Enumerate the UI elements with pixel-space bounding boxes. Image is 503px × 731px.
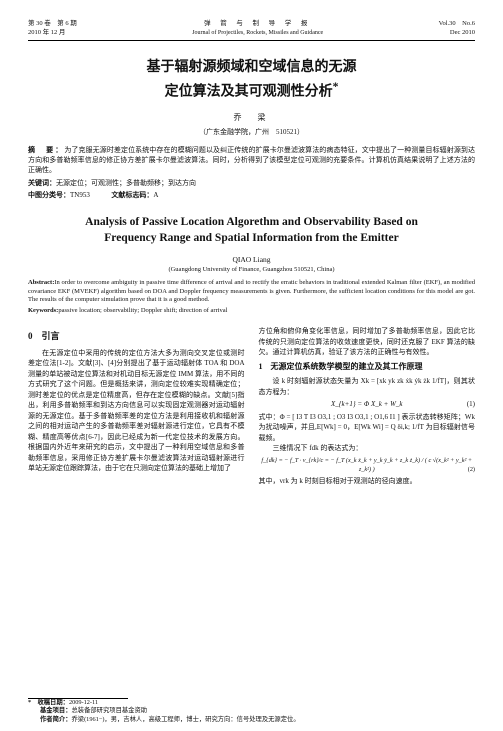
affiliation-cn: （广东金融学院，广州 510521） bbox=[28, 127, 475, 137]
doccode-value: A bbox=[153, 191, 158, 199]
clc-label: 中图分类号： bbox=[28, 191, 70, 199]
clc-value: TN953 bbox=[70, 191, 90, 199]
section-0-para-1: 在无源定位中采用的传统的定位方法大多为测向交叉定位或测时差定位法[1-2]。文献… bbox=[28, 348, 245, 474]
page: 第 30 卷 第 6 期 2010 年 12 月 弹 箭 与 制 导 学 报 J… bbox=[0, 0, 503, 731]
section-1-para-c: 三维情况下 fdk 的表达式为： bbox=[259, 443, 476, 454]
footnotes: * 收稿日期：2009-12-11 基金项目：总装备部研究项目基金资助 作者简介… bbox=[28, 699, 475, 725]
title-en-line1: Analysis of Passive Location Algorethm a… bbox=[85, 216, 418, 228]
footnote-funding: 基金项目：总装备部研究项目基金资助 bbox=[28, 707, 475, 716]
title-en: Analysis of Passive Location Algorethm a… bbox=[28, 214, 475, 247]
classification-cn: 中图分类号：TN953 文献标志码：A bbox=[28, 190, 475, 200]
body-columns: 0 引言 在无源定位中采用的传统的定位方法大多为测向交叉定位或测时差定位法[1-… bbox=[28, 326, 475, 486]
abstract-en: Abstract:In order to overcome ambiguity … bbox=[28, 279, 475, 305]
title-en-line2: Frequency Range and Spatial Information … bbox=[104, 232, 398, 244]
keywords-cn-label: 关键词： bbox=[28, 179, 56, 187]
equation-1-number: (1) bbox=[467, 399, 475, 410]
equation-1: X_{k+1} = Φ X_k + W_k (1) bbox=[259, 399, 476, 410]
date-cn: 2010 年 12 月 bbox=[28, 29, 77, 38]
section-0-para-cont: 方位角和俯仰角变化率信息，同时增加了多普勒频率信息，因此它比传统的只测向定位算法… bbox=[259, 326, 476, 358]
footnote-received-label: 收稿日期： bbox=[37, 699, 68, 706]
journal-title-en: Journal of Projectiles, Rockets, Missile… bbox=[81, 29, 435, 37]
title-cn: 基于辐射源频域和空域信息的无源 定位算法及其可观测性分析* bbox=[28, 57, 475, 103]
journal-title-cn: 弹 箭 与 制 导 学 报 bbox=[81, 20, 435, 29]
keywords-en: Keywords:passive location; observability… bbox=[28, 307, 475, 314]
abstract-en-label: Abstract: bbox=[28, 279, 54, 286]
footnote-author-label: 作者简介： bbox=[40, 716, 71, 723]
author-cn: 乔 梁 bbox=[28, 112, 475, 123]
equation-2-tex: f_{dk} = − f_T · v_{rk}/c = − f_T (x_k ẋ… bbox=[261, 457, 472, 473]
abstract-cn-label: 摘 要： bbox=[28, 146, 64, 154]
header-left: 第 30 卷 第 6 期 2010 年 12 月 bbox=[28, 20, 77, 38]
footnote-received-text: 2009-12-11 bbox=[69, 699, 98, 706]
vol-issue-en: Vol.30 No.6 bbox=[439, 20, 475, 29]
section-1-para-b: 式中：Φ = [ I3 T I3 O3,1 ; O3 I3 O3,1 ; O1,… bbox=[259, 412, 476, 444]
section-1-heading: 1 无源定位系统数学模型的建立及其工作原理 bbox=[259, 362, 476, 372]
title-cn-line2: 定位算法及其可观测性分析 bbox=[165, 84, 333, 99]
section-1-para-d: 其中，vrk 为 k 时刻目标相对于观测站的径向速度。 bbox=[259, 476, 476, 487]
title-cn-line1: 基于辐射源频域和空域信息的无源 bbox=[147, 60, 357, 75]
doccode-label: 文献标志码： bbox=[111, 191, 153, 199]
header-right: Vol.30 No.6 Dec 2010 bbox=[439, 20, 475, 38]
footnote-funding-text: 总装备部研究项目基金资助 bbox=[71, 707, 147, 714]
equation-2: f_{dk} = − f_T · v_{rk}/c = − f_T (x_k ẋ… bbox=[259, 456, 476, 475]
date-en: Dec 2010 bbox=[439, 29, 475, 38]
footnote-author-text: 乔梁(1961−)，男，吉林人，高级工程师，博士，研究方向：信号处理及无源定位。 bbox=[71, 716, 299, 723]
author-en: QIAO Liang bbox=[28, 255, 475, 264]
abstract-cn: 摘 要：为了克服无源时差定位系统中存在的模糊问题以及纠正传统的扩展卡尔曼滤波算法… bbox=[28, 145, 475, 175]
keywords-cn-text: 无源定位；可观测性；多普勒频移；到达方向 bbox=[56, 179, 196, 187]
keywords-en-text: passive location; observability; Doppler… bbox=[58, 307, 227, 314]
equation-2-number: (2) bbox=[468, 465, 475, 474]
keywords-cn: 关键词：无源定位；可观测性；多普勒频移；到达方向 bbox=[28, 178, 475, 188]
title-footnote-mark: * bbox=[333, 80, 339, 93]
affiliation-en: (Guangdong University of Finance, Guangz… bbox=[28, 266, 475, 273]
equation-1-tex: X_{k+1} = Φ X_k + W_k bbox=[331, 400, 403, 408]
footnote-author: 作者简介：乔梁(1961−)，男，吉林人，高级工程师，博士，研究方向：信号处理及… bbox=[28, 716, 475, 725]
footnote-funding-label: 基金项目： bbox=[40, 707, 71, 714]
keywords-en-label: Keywords: bbox=[28, 307, 58, 314]
column-left: 0 引言 在无源定位中采用的传统的定位方法大多为测向交叉定位或测时差定位法[1-… bbox=[28, 326, 245, 486]
section-0-heading: 0 引言 bbox=[28, 330, 245, 344]
section-1-para-a: 设 k 时刻辐射源状态矢量为 Xk = [xk yk zk ẋk ẏk żk 1… bbox=[259, 376, 476, 397]
abstract-en-text: In order to overcome ambiguity in passiv… bbox=[28, 279, 475, 304]
abstract-cn-text: 为了克服无源时差定位系统中存在的模糊问题以及纠正传统的扩展卡尔曼滤波算法的病态特… bbox=[28, 146, 475, 174]
vol-issue-cn: 第 30 卷 第 6 期 bbox=[28, 20, 77, 29]
running-head: 第 30 卷 第 6 期 2010 年 12 月 弹 箭 与 制 导 学 报 J… bbox=[28, 20, 475, 41]
header-center: 弹 箭 与 制 导 学 报 Journal of Projectiles, Ro… bbox=[77, 20, 439, 38]
column-right: 方位角和俯仰角变化率信息，同时增加了多普勒频率信息，因此它比传统的只测向定位算法… bbox=[259, 326, 476, 486]
